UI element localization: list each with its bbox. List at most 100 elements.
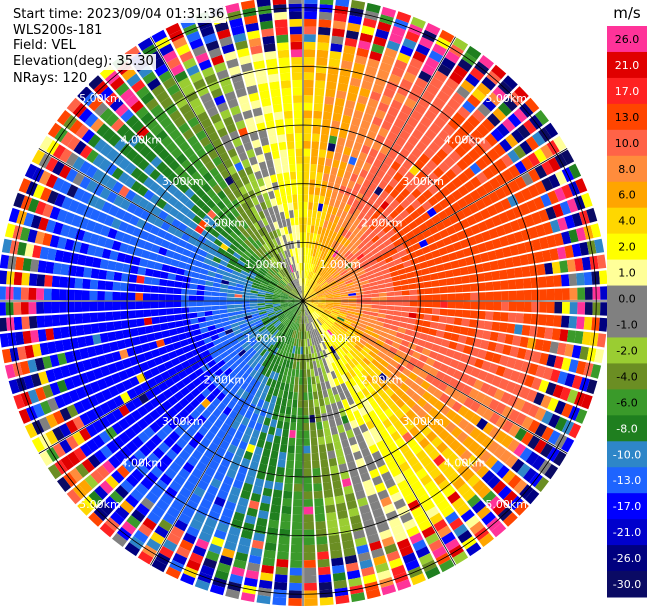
- velocity-gate: [527, 404, 540, 418]
- velocity-gate: [79, 176, 92, 190]
- velocity-gate: [327, 450, 336, 460]
- velocity-gate: [330, 257, 337, 266]
- velocity-gate: [160, 239, 171, 249]
- velocity-gate: [213, 471, 225, 482]
- velocity-gate: [394, 214, 404, 224]
- velocity-gate: [309, 314, 314, 322]
- velocity-gate: [325, 294, 334, 298]
- velocity-gate: [325, 293, 333, 297]
- velocity-gate: [293, 279, 298, 287]
- velocity-gate: [84, 113, 99, 128]
- velocity-gate: [428, 407, 439, 418]
- velocity-gate: [237, 224, 246, 233]
- velocity-gate: [488, 363, 499, 374]
- velocity-gate: [382, 273, 392, 279]
- velocity-gate: [512, 205, 524, 219]
- velocity-gate: [296, 232, 300, 241]
- velocity-gate: [446, 277, 455, 286]
- velocity-gate: [101, 201, 113, 214]
- velocity-gate: [512, 335, 522, 347]
- velocity-gate: [145, 98, 159, 111]
- velocity-gate: [268, 402, 275, 412]
- velocity-gate: [297, 295, 303, 301]
- velocity-gate: [389, 359, 399, 368]
- velocity-gate: [390, 393, 400, 403]
- velocity-gate: [261, 28, 274, 38]
- velocity-gate: [47, 464, 62, 480]
- velocity-gate: [340, 326, 348, 333]
- velocity-gate: [490, 128, 504, 142]
- velocity-gate: [516, 290, 525, 301]
- velocity-gate: [242, 266, 251, 274]
- velocity-gate: [263, 263, 271, 271]
- velocity-gate: [202, 557, 218, 569]
- velocity-gate: [49, 206, 61, 220]
- velocity-gate: [304, 0, 318, 4]
- velocity-gate: [473, 379, 484, 391]
- velocity-gate: [258, 269, 266, 276]
- velocity-gate: [97, 355, 107, 367]
- velocity-gate: [477, 370, 488, 381]
- velocity-gate: [439, 286, 448, 294]
- velocity-gate: [438, 479, 451, 492]
- velocity-gate: [60, 455, 75, 471]
- velocity-gate: [447, 309, 456, 317]
- velocity-gate: [244, 315, 253, 320]
- velocity-gate: [111, 470, 125, 484]
- velocity-gate: [251, 52, 264, 63]
- velocity-gate: [374, 376, 384, 386]
- velocity-gate: [554, 288, 563, 300]
- velocity-gate: [393, 171, 404, 183]
- velocity-gate: [87, 133, 101, 148]
- velocity-gate: [525, 136, 539, 151]
- velocity-gate: [406, 525, 420, 538]
- velocity-gate: [201, 204, 211, 214]
- velocity-gate: [83, 324, 92, 335]
- velocity-gate: [144, 389, 156, 401]
- velocity-gate: [303, 171, 310, 180]
- velocity-gate: [191, 271, 200, 279]
- velocity-gate: [527, 152, 541, 167]
- velocity-gate: [410, 573, 426, 586]
- velocity-gate: [384, 338, 394, 346]
- velocity-gate: [57, 476, 72, 492]
- velocity-gate: [373, 555, 387, 566]
- velocity-gate: [75, 325, 85, 336]
- velocity-gate: [28, 273, 38, 286]
- velocity-gate: [304, 308, 307, 316]
- velocity-gate: [414, 77, 428, 90]
- velocity-gate: [556, 246, 567, 260]
- velocity-gate: [429, 273, 439, 281]
- velocity-gate: [309, 280, 314, 288]
- velocity-gate: [152, 269, 162, 278]
- velocity-gate: [367, 339, 376, 347]
- velocity-gate: [559, 200, 571, 216]
- velocity-gate: [265, 291, 274, 295]
- velocity-gate: [265, 199, 272, 209]
- velocity-gate: [504, 257, 514, 268]
- velocity-gate: [487, 92, 502, 107]
- velocity-gate: [49, 382, 61, 396]
- velocity-gate: [428, 141, 441, 154]
- velocity-gate: [519, 254, 529, 266]
- velocity-gate: [371, 43, 385, 55]
- velocity-gate: [256, 470, 266, 480]
- velocity-gate: [345, 221, 353, 231]
- velocity-gate: [326, 372, 333, 381]
- velocity-gate: [126, 202, 138, 214]
- velocity-gate: [232, 342, 242, 350]
- velocity-gate: [362, 313, 371, 319]
- velocity-gate: [36, 288, 45, 300]
- velocity-gate: [438, 346, 448, 356]
- velocity-gate: [507, 113, 522, 128]
- velocity-gate: [292, 506, 303, 515]
- colorbar-tick-label: -2.0: [616, 344, 637, 357]
- velocity-gate: [496, 123, 510, 137]
- velocity-gate: [181, 84, 195, 96]
- velocity-gate: [331, 35, 344, 45]
- velocity-gate: [256, 398, 265, 408]
- colorbar-swatch: [607, 467, 647, 494]
- velocity-gate: [167, 172, 179, 184]
- velocity-gate: [234, 294, 243, 298]
- velocity-gate: [549, 369, 561, 383]
